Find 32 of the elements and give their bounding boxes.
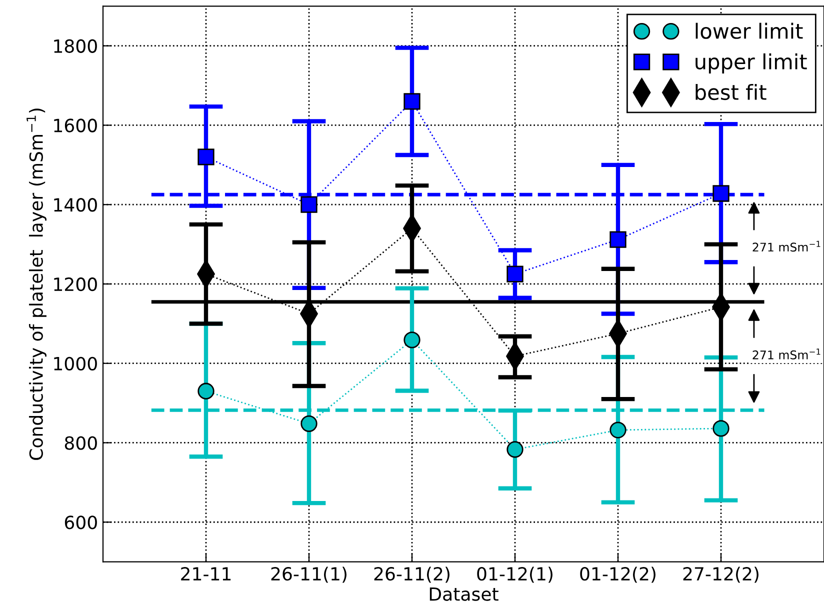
- x-tick-label: 26-11(2): [374, 566, 450, 583]
- point: [198, 148, 214, 166]
- y-tick-label: 1000: [54, 356, 97, 370]
- x-tick-label: 01-12(2): [580, 566, 656, 583]
- legend-label: upper limit: [696, 53, 807, 74]
- point: [712, 185, 730, 202]
- x-tick-label: 27-12(2): [683, 566, 758, 583]
- x-tick-label: 21-11: [181, 566, 231, 580]
- point: [712, 420, 730, 437]
- point: [404, 93, 420, 110]
- x-axis-title: Dataset: [430, 587, 498, 601]
- point: [506, 441, 524, 458]
- point: [300, 196, 318, 213]
- annotation: 271 mSm$^{−1}$: [752, 240, 820, 252]
- y-tick-label: 1400: [54, 198, 97, 212]
- x-tick-label: 01-12(1): [477, 566, 552, 583]
- point: [610, 422, 626, 438]
- point: [610, 231, 626, 248]
- y-tick-label: 800: [64, 436, 97, 450]
- annotation: 271 mSm$^{−1}$: [752, 348, 820, 360]
- y-tick-label: 1200: [54, 277, 97, 292]
- y-tick-label: 600: [64, 516, 97, 530]
- point: [506, 266, 524, 282]
- legend-label: best fit: [696, 84, 766, 100]
- x-tick-label: 26-11(1): [271, 566, 346, 583]
- y-tick-label: 1600: [54, 118, 97, 132]
- y-axis-title: Conductivity of platelet layer (mSm$^{−1}$): [26, 108, 46, 460]
- point: [300, 415, 318, 432]
- y-tick-label: 1800: [54, 39, 97, 53]
- legend-label: lower limit: [696, 22, 803, 39]
- point: [404, 332, 420, 348]
- point: [198, 382, 214, 400]
